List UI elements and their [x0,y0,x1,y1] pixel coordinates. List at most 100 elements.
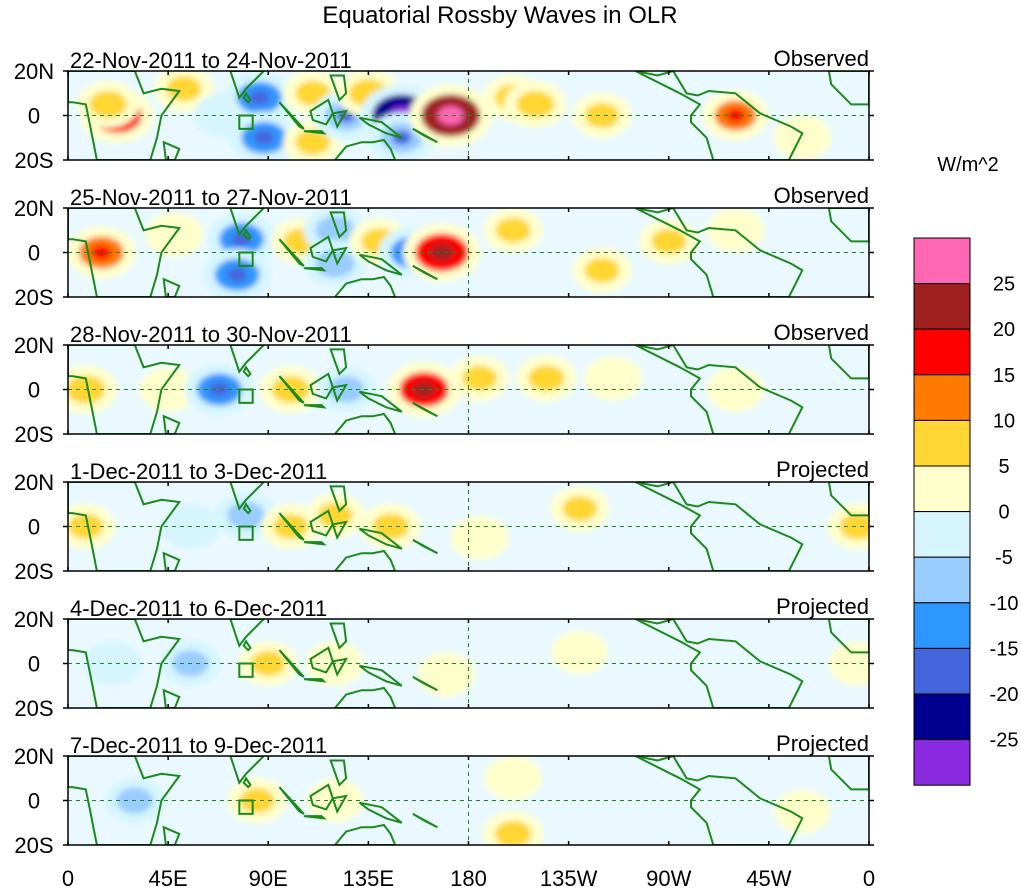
coastline [303,267,327,272]
anomaly-blobs [77,71,832,160]
coastline [358,664,403,687]
y-tick-label: 20S [14,422,53,447]
coastline [303,130,327,135]
coastline [827,619,869,654]
colorbar-swatch [913,419,971,467]
coastline [303,541,327,546]
anomaly-blob [596,366,630,391]
chart-title: Equatorial Rossby Waves in OLR [322,2,677,29]
y-tick-label: 20N [14,470,54,495]
anomaly-blob [584,103,620,128]
coastline [309,509,334,537]
colorbar-swatch [913,237,971,285]
y-tick-label: 20S [14,148,53,173]
coastline [68,482,182,571]
y-tick-label: 0 [28,515,40,540]
coastline [329,622,348,650]
anomaly-core [209,382,230,397]
colorbar: W/m^2 25 20 15 10 5 0 -5 -10 -15 -20 -25 [913,154,1019,786]
y-tick-label: 20S [14,285,53,310]
x-axis: 0 45E 90E 135E 180 135W 90W 45W 0 [62,866,875,890]
coastline [634,482,804,571]
colorbar-units: W/m^2 [937,154,999,176]
coastline [329,74,348,102]
coastline [634,619,804,708]
coastline [634,756,804,845]
anomaly-blob [584,257,620,283]
anomaly-blob [494,820,532,845]
y-tick-label: 0 [28,378,40,403]
anomaly-core [231,231,252,247]
panel-date-range: 28-Nov-2011 to 30-Nov-2011 [70,322,352,347]
x-tick-label: 0 [863,866,875,890]
coastline [229,756,266,785]
coastline [329,211,348,239]
coastline [229,619,266,648]
coastline [278,375,305,404]
coastline [303,815,327,820]
coastline [309,235,334,263]
coastline [162,688,181,708]
anomaly-core [437,106,464,125]
coastlines [68,482,869,571]
anomaly-blob [462,525,497,550]
coastline [331,246,349,267]
coastline [68,756,182,845]
panel-date-range: 7-Dec-2011 to 9-Dec-2011 [70,733,327,758]
coastline [68,71,182,160]
coastline [634,345,804,434]
panel-4: 20N 0 20S 1-Dec-2011 to 3-Dec-2011 Projected [14,457,874,584]
panel-6: 20N 0 20S 7-Dec-2011 to 9-Dec-2011 Projected [14,731,874,858]
anomaly-blob [227,501,265,529]
anomaly-blob [89,90,127,118]
anomaly-blob [516,90,555,118]
coastlines [68,208,869,297]
y-tick-label: 20S [14,696,53,721]
panel-body [68,71,869,160]
x-tick-label: 45W [746,866,791,890]
colorbar-swatch [913,465,971,513]
y-tick-label: 20N [14,196,54,221]
colorbar-level-label: -20 [990,684,1019,706]
coastline [278,101,305,130]
coastline [412,402,438,418]
anomaly-blob [528,365,565,392]
coastline [242,365,252,378]
panel-3: 20N 0 20S 28-Nov-2011 to 30-Nov-2011 Observe… [14,320,874,447]
coastline [412,813,438,829]
anomaly-blob [295,129,331,155]
y-tick-label: 0 [28,241,40,266]
coastline [309,372,334,400]
x-tick-label: 45E [149,866,188,890]
coastline [634,71,804,160]
panel-body [68,756,869,845]
panel-date-range: 22-Nov-2011 to 24-Nov-2011 [70,48,352,73]
colorbar-level-label: -15 [990,638,1019,660]
anomaly-blob [429,662,464,687]
anomaly-blob [239,788,275,813]
coastline [68,619,182,708]
coastlines [68,71,869,160]
anomaly-blob [327,376,365,403]
coastline [333,686,397,708]
coastline [333,549,397,571]
anomaly-blob [563,640,596,664]
colorbar-swatch [913,739,971,786]
x-tick-label: 90W [646,866,691,890]
coastline [242,91,252,104]
coastline [68,208,182,297]
panel-date-range: 4-Dec-2011 to 6-Dec-2011 [70,596,327,621]
coastlines [68,756,869,845]
colorbar-swatch [913,556,971,604]
x-tick-label: 90E [249,866,288,890]
coastline [162,825,181,845]
coastline [162,551,181,571]
coastline [333,138,397,160]
panels-group: 20N 0 20S 22-Nov-2011 to 24-Nov-2011 Observe… [14,46,874,858]
coastline [358,801,403,824]
coastline [331,520,349,541]
coastline [229,208,266,237]
colorbar-swatch [913,693,971,741]
coastline [278,649,305,678]
